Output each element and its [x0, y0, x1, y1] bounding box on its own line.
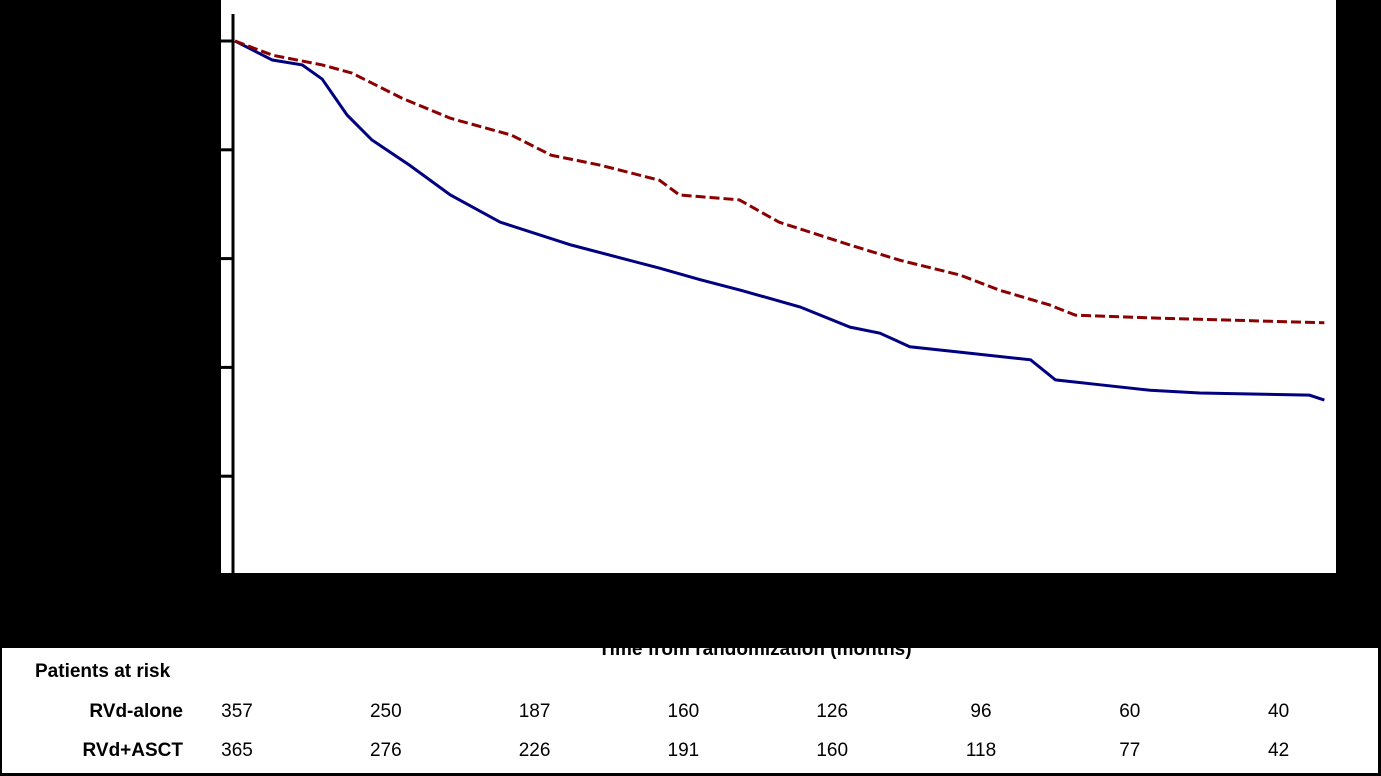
risk-value: 160 [668, 701, 700, 722]
risk-value: 276 [370, 740, 402, 761]
risk-row-label: RVd+ASCT [83, 740, 184, 761]
risk-value: 42 [1268, 740, 1289, 761]
risk-value: 357 [221, 701, 253, 722]
risk-title: Patients at risk [35, 661, 171, 682]
risk-value: 40 [1268, 701, 1289, 722]
plot-area [221, 0, 1336, 573]
risk-value: 191 [668, 740, 700, 761]
risk-value: 118 [966, 740, 996, 761]
risk-row-label: RVd-alone [89, 701, 183, 722]
risk-value: 250 [370, 701, 402, 722]
risk-panel [0, 639, 1380, 775]
risk-value: 226 [519, 740, 551, 761]
risk-value: 187 [519, 701, 551, 722]
risk-value: 126 [816, 701, 848, 722]
survival-curve [234, 39, 1325, 402]
risk-value: 77 [1119, 740, 1140, 761]
risk-value: 160 [816, 740, 848, 761]
survival-curve [234, 39, 1325, 325]
risk-value: 60 [1119, 701, 1140, 722]
risk-value: 96 [970, 701, 991, 722]
overlay [0, 573, 1381, 648]
risk-value: 365 [221, 740, 253, 761]
